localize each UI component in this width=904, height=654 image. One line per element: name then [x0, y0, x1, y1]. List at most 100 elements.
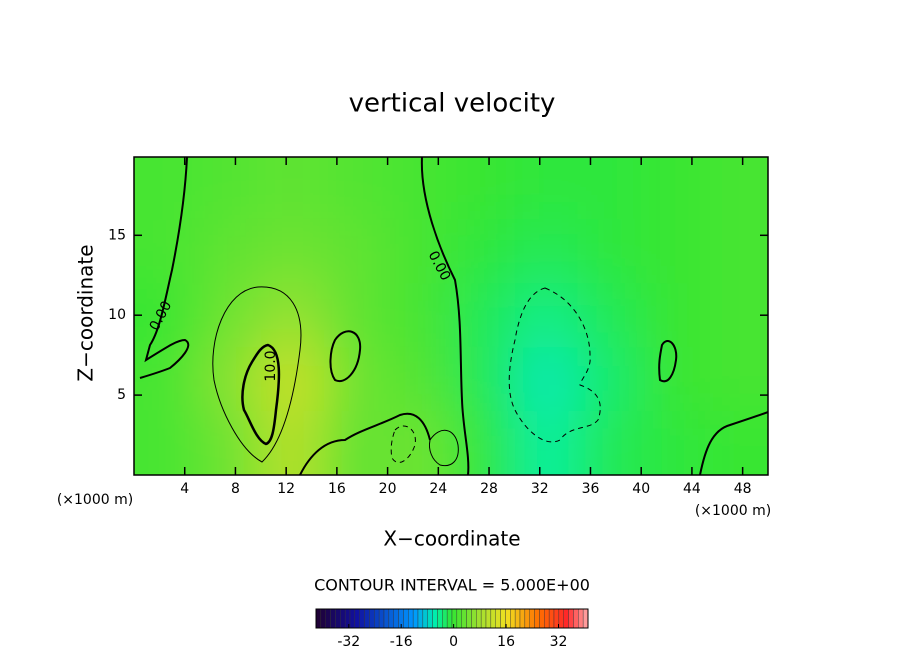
colorbar-swatch	[422, 608, 428, 629]
colorbar-swatch	[461, 608, 467, 629]
colorbar-tick-label: -32	[337, 634, 360, 650]
colorbar-swatch	[335, 608, 341, 629]
colorbar-swatch	[485, 608, 492, 629]
field-cell	[577, 283, 643, 349]
field-cell	[704, 157, 768, 221]
x-tick-label: 36	[582, 481, 600, 497]
colorbar-swatch	[514, 608, 521, 629]
colorbar-swatch	[442, 608, 448, 629]
colorbar-swatch	[548, 608, 555, 629]
colorbar-swatch	[510, 608, 516, 629]
field-cell	[387, 157, 452, 221]
colorbar-swatch	[432, 608, 438, 629]
x-tick-label: 16	[328, 481, 346, 497]
field-cell	[324, 219, 389, 285]
colorbar-swatch	[524, 608, 530, 629]
contour-label: 10.0	[263, 350, 279, 381]
field-cell	[451, 411, 516, 475]
contour-interval: CONTOUR INTERVAL = 5.000E+00	[314, 576, 590, 595]
field-cell	[641, 219, 706, 285]
colorbar-swatch	[456, 608, 462, 629]
colorbar-swatch	[359, 608, 365, 629]
colorbar-swatch	[582, 608, 589, 629]
x-tick-label: 40	[632, 481, 650, 497]
field-cell	[387, 283, 452, 349]
y-tick-label: 5	[117, 387, 126, 403]
plot-frame	[133, 156, 769, 476]
colorbar-swatch	[427, 608, 433, 629]
colorbar-swatch	[495, 608, 501, 629]
y-tick-label: 15	[108, 227, 126, 243]
contour-ten	[241, 343, 281, 446]
colorbar-swatch	[578, 608, 584, 629]
x-axis-label: X−coordinate	[383, 527, 520, 551]
colorbar-swatch	[383, 608, 390, 629]
field-cell	[577, 347, 643, 413]
colorbar-swatch	[471, 608, 477, 629]
colorbar-tick-label: 0	[449, 634, 458, 650]
field-cell	[134, 347, 199, 413]
field-cell	[704, 219, 768, 285]
field-cell	[514, 347, 579, 413]
colorbar-swatch	[466, 608, 472, 629]
contour-five	[212, 286, 302, 463]
colorbar-swatch	[568, 608, 574, 629]
contour-zero	[699, 411, 768, 475]
field-cell	[197, 411, 262, 475]
field-cell	[641, 157, 706, 221]
field-cell	[387, 411, 452, 475]
colorbar-swatch	[325, 608, 331, 629]
field-cell	[577, 411, 643, 475]
contour-zero	[329, 330, 362, 383]
contour-zero	[139, 157, 190, 379]
field-cell	[451, 157, 516, 221]
y-tick-label: 10	[108, 307, 126, 323]
field-cell	[451, 219, 516, 285]
field-cell	[641, 283, 706, 349]
contour-negative	[390, 425, 416, 463]
contour-five	[429, 430, 459, 467]
colorbar-swatch	[529, 608, 535, 629]
field-cell	[134, 219, 199, 285]
x-tick-label: 12	[277, 481, 295, 497]
colorbar-tick-label: 32	[550, 634, 568, 650]
colorbar-swatch	[364, 608, 370, 629]
field-cell	[704, 283, 768, 349]
colorbar-swatch	[320, 608, 326, 629]
colorbar-swatch	[388, 608, 394, 629]
colorbar-swatch	[563, 608, 569, 629]
contour-zero	[299, 412, 431, 475]
x-unit-label: (×1000 m)	[695, 503, 771, 519]
colorbar-swatch	[446, 608, 453, 629]
colorbar-swatch	[330, 608, 336, 629]
field-cell	[641, 411, 706, 475]
x-tick-label: 8	[231, 481, 240, 497]
field-cell	[260, 347, 326, 413]
field-cell	[197, 283, 262, 349]
colorbar-swatch	[349, 608, 356, 629]
field-cell	[197, 219, 262, 285]
colorbar-frame	[315, 608, 589, 629]
field	[134, 157, 768, 475]
field-cell	[324, 157, 389, 221]
field-cell	[134, 157, 199, 221]
colorbar-tick-label: -16	[390, 634, 413, 650]
colorbar-swatch	[573, 608, 579, 629]
colorbar-swatch	[476, 608, 482, 629]
field-cells	[134, 157, 768, 475]
field-cell	[451, 283, 516, 349]
field-cell	[704, 347, 768, 413]
field-cell	[514, 157, 579, 221]
field-cell	[514, 411, 579, 475]
colorbar-swatch	[544, 608, 550, 629]
colorbar-swatch	[354, 608, 360, 629]
field-cell	[197, 347, 262, 413]
colorbar-swatch	[519, 608, 526, 629]
x-tick-label: 48	[734, 481, 752, 497]
colorbar-swatch	[403, 608, 409, 629]
colorbar-swatch	[437, 608, 443, 629]
contour-negative	[508, 287, 601, 443]
contour-zero	[420, 157, 470, 475]
colorbar-swatch	[534, 608, 540, 629]
